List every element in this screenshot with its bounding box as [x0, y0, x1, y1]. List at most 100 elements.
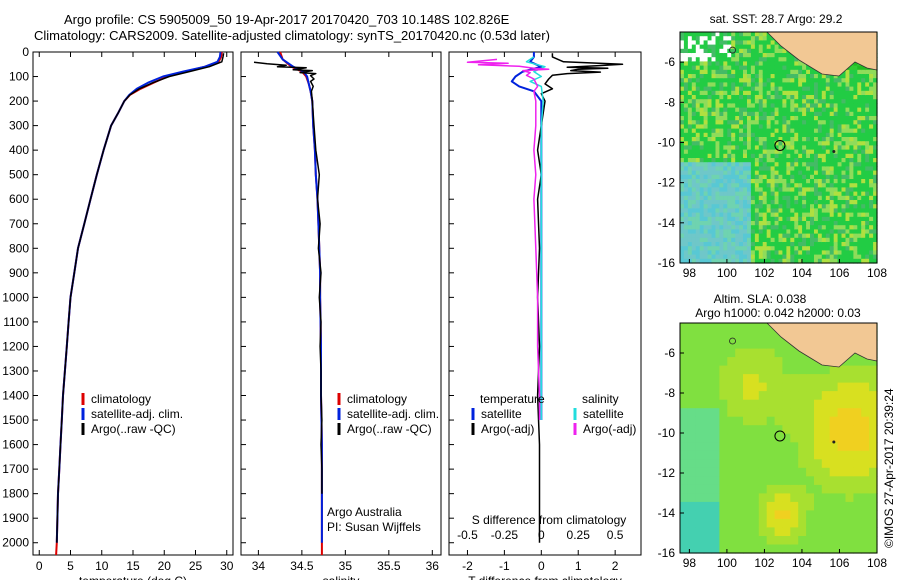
y-tick-label: 500	[9, 168, 29, 182]
y-tick-label: 100	[9, 70, 29, 84]
y-tick-label: 1100	[3, 315, 29, 329]
y-tick-label: -16	[658, 256, 676, 270]
sla-map-title-line2: Argo h1000: 0.042 h2000: 0.03	[695, 306, 861, 320]
y-tick-label: -6	[664, 346, 675, 360]
y-tick-label: 1300	[2, 364, 29, 378]
argo-position-marker	[774, 139, 786, 151]
series-line-argo-raw-qc-	[56, 53, 225, 543]
y-tick-label: 1700	[2, 462, 29, 476]
sst-map-title: sat. SST: 28.7 Argo: 29.2	[710, 12, 843, 26]
x-tick-label: 1	[575, 559, 582, 573]
x-tick-label: 0	[538, 559, 545, 573]
x-axis-label: T difference from climatology	[468, 574, 622, 580]
y-tick-label: 600	[9, 192, 29, 206]
x-tick-label: 104	[792, 556, 812, 570]
x-tick-label: 35	[339, 559, 353, 573]
x-tick-label: 35.5	[377, 559, 401, 573]
plot-frame	[240, 51, 442, 556]
y-tick-label: 400	[9, 143, 29, 157]
legend-label: Argo(..raw -QC)	[91, 422, 176, 436]
x-tick-label: 2	[612, 559, 619, 573]
plot-frame	[448, 51, 642, 556]
y-tick-label: 2000	[2, 536, 29, 550]
argo-position-marker	[774, 430, 786, 442]
y-tick-label: 200	[9, 94, 29, 108]
y-tick-label: -8	[664, 386, 675, 400]
y-tick-label: 700	[9, 217, 29, 231]
copyright-credit: ©IMOS 27-Apr-2017 20:39:24	[882, 388, 896, 548]
y-tick-label: -12	[658, 466, 676, 480]
map-frame	[679, 322, 878, 554]
series-line-satellite-adj-clim-	[55, 51, 222, 543]
top-tick-label: 0.5	[607, 528, 624, 542]
y-tick-label: 1500	[2, 413, 29, 427]
y-tick-label: 300	[9, 119, 29, 133]
top-axis-label: S difference from climatology	[472, 513, 627, 527]
top-tick-label: 0.25	[567, 528, 591, 542]
legend-label: Argo(-adj)	[583, 422, 636, 436]
legend-label: climatology	[91, 392, 151, 406]
y-tick-label: 0	[22, 45, 29, 59]
difference-panel: -2 -1 0 1 2T difference from climatology S di…	[448, 51, 642, 580]
y-tick-label: -10	[658, 135, 676, 149]
x-tick-label: -1	[499, 559, 510, 573]
x-axis-label: salinity	[323, 574, 360, 580]
series-line-salinity-satellite	[525, 56, 546, 420]
top-tick-label: 0	[538, 528, 545, 542]
x-tick-label: 34.5	[290, 559, 314, 573]
y-tick-label: -12	[658, 176, 676, 190]
x-tick-label: 106	[829, 556, 849, 570]
x-tick-label: 10	[95, 559, 109, 573]
credit-argo-australia: Argo Australia	[327, 505, 402, 519]
x-tick-label: 108	[867, 556, 887, 570]
top-tick-label: -0.5	[457, 528, 478, 542]
x-axis-label: temperature (deg C)	[79, 574, 187, 580]
series-line-temperature-argo-adj-	[536, 53, 624, 543]
x-tick-label: 25	[189, 559, 203, 573]
x-tick-label: 104	[792, 266, 812, 280]
y-tick-label: -8	[664, 95, 675, 109]
figure-title-line1: Argo profile: CS 5905009_50 19-Apr-2017 …	[64, 12, 510, 27]
x-tick-label: 30	[220, 559, 234, 573]
legend-label: climatology	[347, 392, 407, 406]
legend-header-temperature: temperature	[480, 392, 545, 406]
series-line-climatology	[279, 51, 323, 555]
x-tick-label: 15	[126, 559, 140, 573]
sla-map-title-line1: Altim. SLA: 0.038	[714, 292, 807, 306]
map-frame	[679, 31, 878, 264]
x-tick-label: 106	[829, 266, 849, 280]
y-tick-label: 1800	[2, 487, 29, 501]
x-tick-label: 0	[36, 559, 43, 573]
x-tick-label: 98	[683, 556, 697, 570]
x-tick-label: 102	[754, 266, 774, 280]
island-outline	[729, 46, 736, 54]
top-tick-label: -0.25	[491, 528, 519, 542]
series-line-climatology	[55, 51, 223, 556]
figure-title-line2: Climatology: CARS2009. Satellite-adjuste…	[34, 28, 550, 43]
x-tick-label: 20	[158, 559, 172, 573]
y-tick-label: 1900	[2, 511, 29, 525]
island-outline	[729, 337, 736, 345]
x-tick-label: 36	[426, 559, 440, 573]
sst-field	[680, 32, 878, 264]
christmas-island	[832, 440, 836, 444]
legend-label: satellite	[481, 407, 522, 421]
series-line-argo-raw-qc-	[253, 61, 323, 494]
series-line-satellite-adj-clim-	[276, 51, 323, 543]
y-tick-label: 1000	[2, 290, 29, 304]
x-tick-label: -2	[462, 559, 473, 573]
legend-header-salinity: salinity	[582, 392, 619, 406]
legend-label: satellite-adj. clim.	[347, 407, 439, 421]
y-tick-label: 900	[9, 266, 29, 280]
legend-label: satellite	[583, 407, 624, 421]
y-tick-label: 1400	[2, 389, 29, 403]
salinity-panel: 34 34.5 35 35.5 36 salinity climatologysatelli…	[240, 51, 442, 580]
series-line-temperature-satellite	[510, 52, 543, 420]
x-tick-label: 100	[717, 556, 737, 570]
temperature-panel: 0 5 10 15 20 25 300100200300400500600700800900…	[2, 45, 233, 580]
y-tick-label: -14	[658, 216, 676, 230]
y-tick-label: -14	[658, 506, 676, 520]
y-tick-label: -16	[658, 546, 676, 560]
